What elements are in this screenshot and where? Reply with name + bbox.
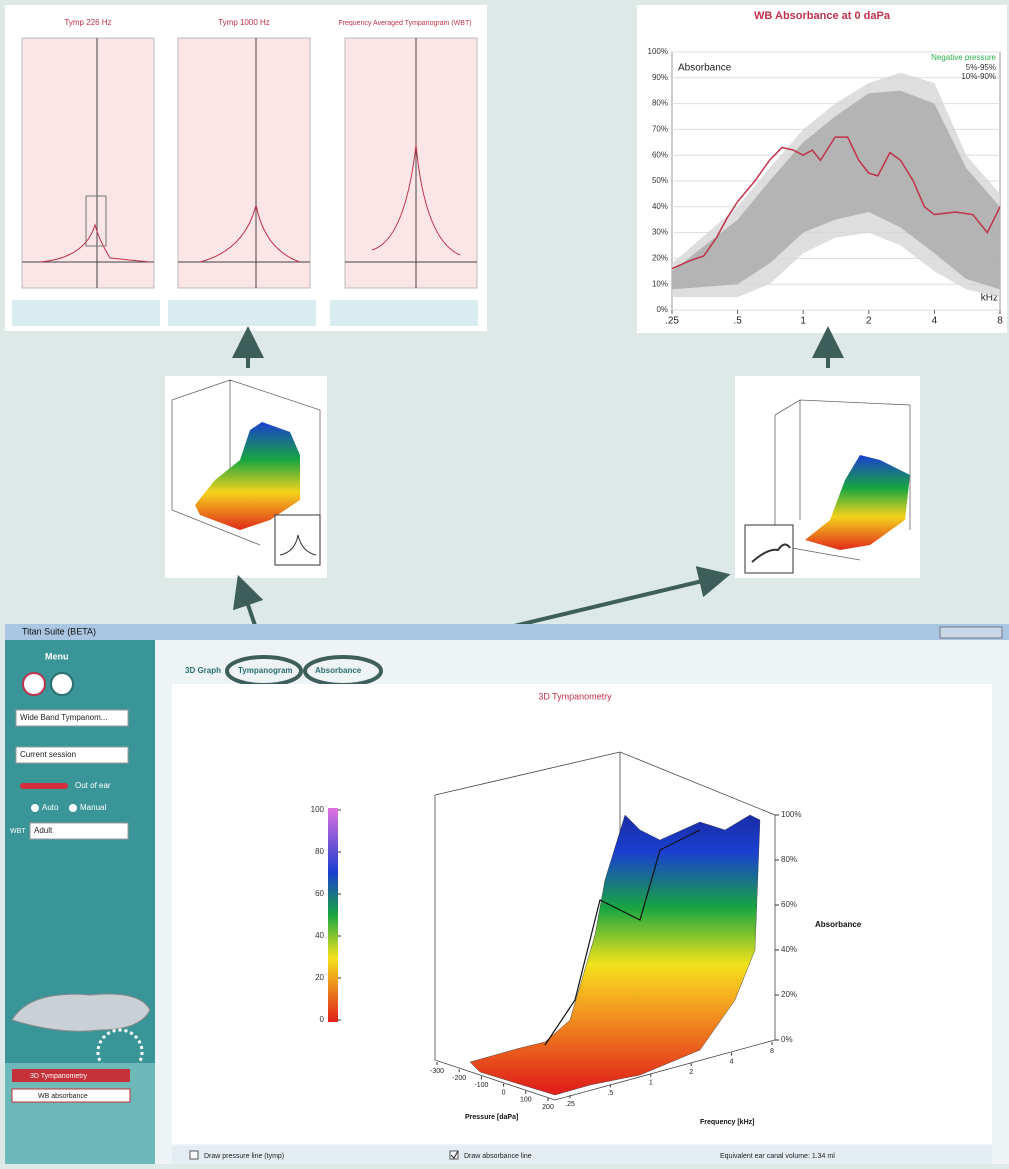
window-title: Titan Suite (BETA) <box>22 626 96 636</box>
tymp-panel: Tymp 1000 Hz <box>168 18 316 326</box>
tymp-panel: Frequency Averaged Tympanogram (WBT) <box>330 20 478 326</box>
option-text: Draw pressure line (tymp) <box>204 1153 284 1160</box>
pressure-tick-label: -300 <box>430 1068 444 1075</box>
tab[interactable]: Absorbance <box>315 666 362 675</box>
y-axis-label: Absorbance <box>678 63 732 74</box>
z-tick-label: 80% <box>781 855 797 864</box>
tab[interactable]: Tympanogram <box>238 666 293 675</box>
probe-indicator <box>20 783 68 789</box>
z-tick-label: 40% <box>781 945 797 954</box>
colorbar-label: 80 <box>315 847 324 856</box>
protocol: Wide Band Tympanom... <box>20 713 107 722</box>
radio[interactable] <box>31 804 39 812</box>
frequency-tick-label: 8 <box>770 1048 774 1055</box>
probe-status: Out of ear <box>75 781 111 790</box>
pressure-tick-label: -200 <box>452 1075 466 1082</box>
mode-manual: Manual <box>80 803 106 812</box>
x-tick-label: .5 <box>733 316 742 327</box>
colorbar <box>328 808 338 1022</box>
y-axis-label: Frequency [kHz] <box>700 1119 754 1126</box>
tymp-panel: Tymp 226 Hz <box>12 18 160 326</box>
x-tick-label: 4 <box>932 316 938 327</box>
absorbance-chart: WB Absorbance at 0 daPa Absorbance kHz 0… <box>637 5 1007 333</box>
y-tick-label: 20% <box>652 254 668 263</box>
option-text: Draw absorbance line <box>464 1153 532 1160</box>
y-tick-label: 10% <box>652 279 668 288</box>
wbt-label: WBT <box>10 828 26 835</box>
ecv: Equivalent ear canal volume: 1.34 ml <box>720 1153 835 1160</box>
y-tick-label: 40% <box>652 202 668 211</box>
z-axis-label: Absorbance <box>815 920 862 929</box>
panel-title: Tymp 1000 Hz <box>218 18 270 27</box>
page: { "tymp_panels": [ {"title": "Tymp 226 H… <box>0 0 1009 1164</box>
y-tick-label: 50% <box>652 176 668 185</box>
y-tick-label: 0% <box>656 305 668 314</box>
thumbnail-3d-tymp <box>165 376 327 578</box>
pressure-tick-label: 200 <box>542 1104 554 1111</box>
graph-title: 3D Tympanometry <box>538 691 612 701</box>
panel-title: Frequency Averaged Tympanogram (WBT) <box>338 20 471 27</box>
z-tick-label: 0% <box>781 1035 793 1044</box>
app-window: Titan Suite (BETA) Menu Wide Band Tympan… <box>5 624 1009 1164</box>
y-tick-label: 60% <box>652 150 668 159</box>
z-tick-label: 100% <box>781 810 801 819</box>
y-tick-label: 80% <box>652 99 668 108</box>
x-tick-label: .25 <box>665 316 679 327</box>
x-tick-label: 1 <box>800 316 806 327</box>
colorbar-label: 40 <box>315 931 324 940</box>
footer <box>172 1146 992 1164</box>
pressure-tick-label: 0 <box>502 1089 506 1096</box>
legend-entry: 5%-95% <box>966 63 996 72</box>
chart-title: WB Absorbance at 0 daPa <box>754 10 891 22</box>
z-tick-label: 20% <box>781 990 797 999</box>
tab[interactable]: 3D Graph <box>185 666 221 675</box>
x-axis-label: Pressure [daPa] <box>465 1114 518 1121</box>
frequency-tick-label: 2 <box>689 1069 693 1076</box>
colorbar-label: 100 <box>311 805 325 814</box>
radio[interactable] <box>69 804 77 812</box>
frequency-tick-label: .25 <box>565 1101 575 1108</box>
legend-entry: 10%-90% <box>961 72 996 81</box>
colorbar-label: 0 <box>320 1015 325 1024</box>
x-tick-label: 8 <box>997 316 1003 327</box>
window-controls[interactable] <box>940 627 1002 638</box>
test-name: WB absorbance <box>38 1093 88 1100</box>
pressure-tick-label: -100 <box>474 1082 488 1089</box>
menu-button[interactable]: Menu <box>45 651 69 661</box>
colorbar-label: 60 <box>315 889 324 898</box>
frequency-tick-label: 4 <box>730 1058 734 1065</box>
title-bar <box>5 624 1009 640</box>
frequency-tick-label: .5 <box>607 1090 613 1097</box>
checkbox[interactable] <box>190 1151 198 1159</box>
screen: Tymp 226 Hz Tymp 1000 Hz Frequency Avera… <box>0 0 1009 1164</box>
y-tick-label: 30% <box>652 228 668 237</box>
y-tick-label: 70% <box>652 125 668 134</box>
tympanogram-panels: Tymp 226 Hz Tymp 1000 Hz Frequency Avera… <box>5 5 487 331</box>
mode-auto: Auto <box>42 803 59 812</box>
age-group: Adult <box>34 826 53 835</box>
ear-button[interactable] <box>23 673 45 695</box>
legend-title: Negative pressure <box>931 53 996 62</box>
session: Current session <box>20 750 76 759</box>
pressure-tick-label: 100 <box>520 1097 532 1104</box>
panel-title: Tymp 226 Hz <box>64 18 111 27</box>
x-tick-label: 2 <box>866 316 872 327</box>
frequency-tick-label: 1 <box>649 1080 653 1087</box>
colorbar-label: 20 <box>315 973 324 982</box>
test-name: 3D Tympanometry <box>30 1073 88 1080</box>
y-tick-label: 90% <box>652 73 668 82</box>
y-tick-label: 100% <box>648 47 668 56</box>
z-tick-label: 60% <box>781 900 797 909</box>
both-ears-button[interactable] <box>51 673 73 695</box>
thumbnail-3d-abs <box>735 376 920 578</box>
